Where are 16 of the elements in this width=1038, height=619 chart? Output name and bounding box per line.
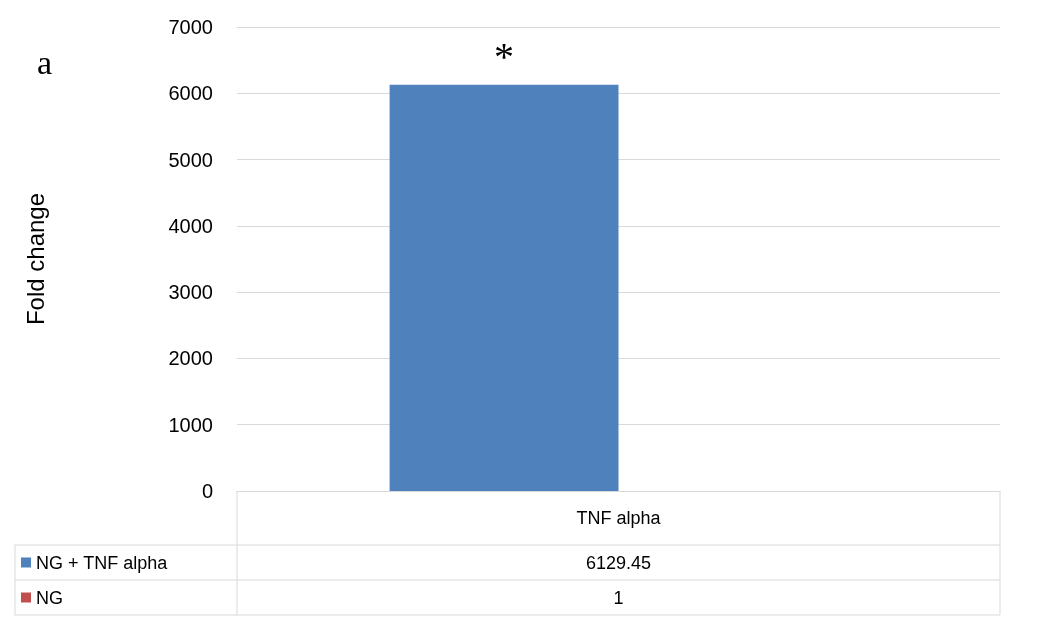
y-tick-label: 0 <box>201 480 213 502</box>
y-tick-label: 5000 <box>168 148 213 171</box>
y-tick-label: 4000 <box>168 214 213 237</box>
y-tick-label: 7000 <box>168 16 213 38</box>
text: a <box>37 43 53 81</box>
annotation: * <box>494 34 515 80</box>
legend-label: NG <box>36 587 63 608</box>
text: 1 <box>613 587 624 608</box>
y-axis-title: Fold change <box>21 192 49 326</box>
text: 6129.45 <box>585 552 652 573</box>
y-tick-label: 6000 <box>168 82 213 105</box>
y-tick-label: 2000 <box>168 347 213 370</box>
y-tick-label: 3000 <box>168 281 213 304</box>
x-tick-label: TNF alpha <box>576 508 662 528</box>
y-tick-label: 1000 <box>168 413 213 436</box>
legend-label: NG + TNF alpha <box>36 552 169 573</box>
